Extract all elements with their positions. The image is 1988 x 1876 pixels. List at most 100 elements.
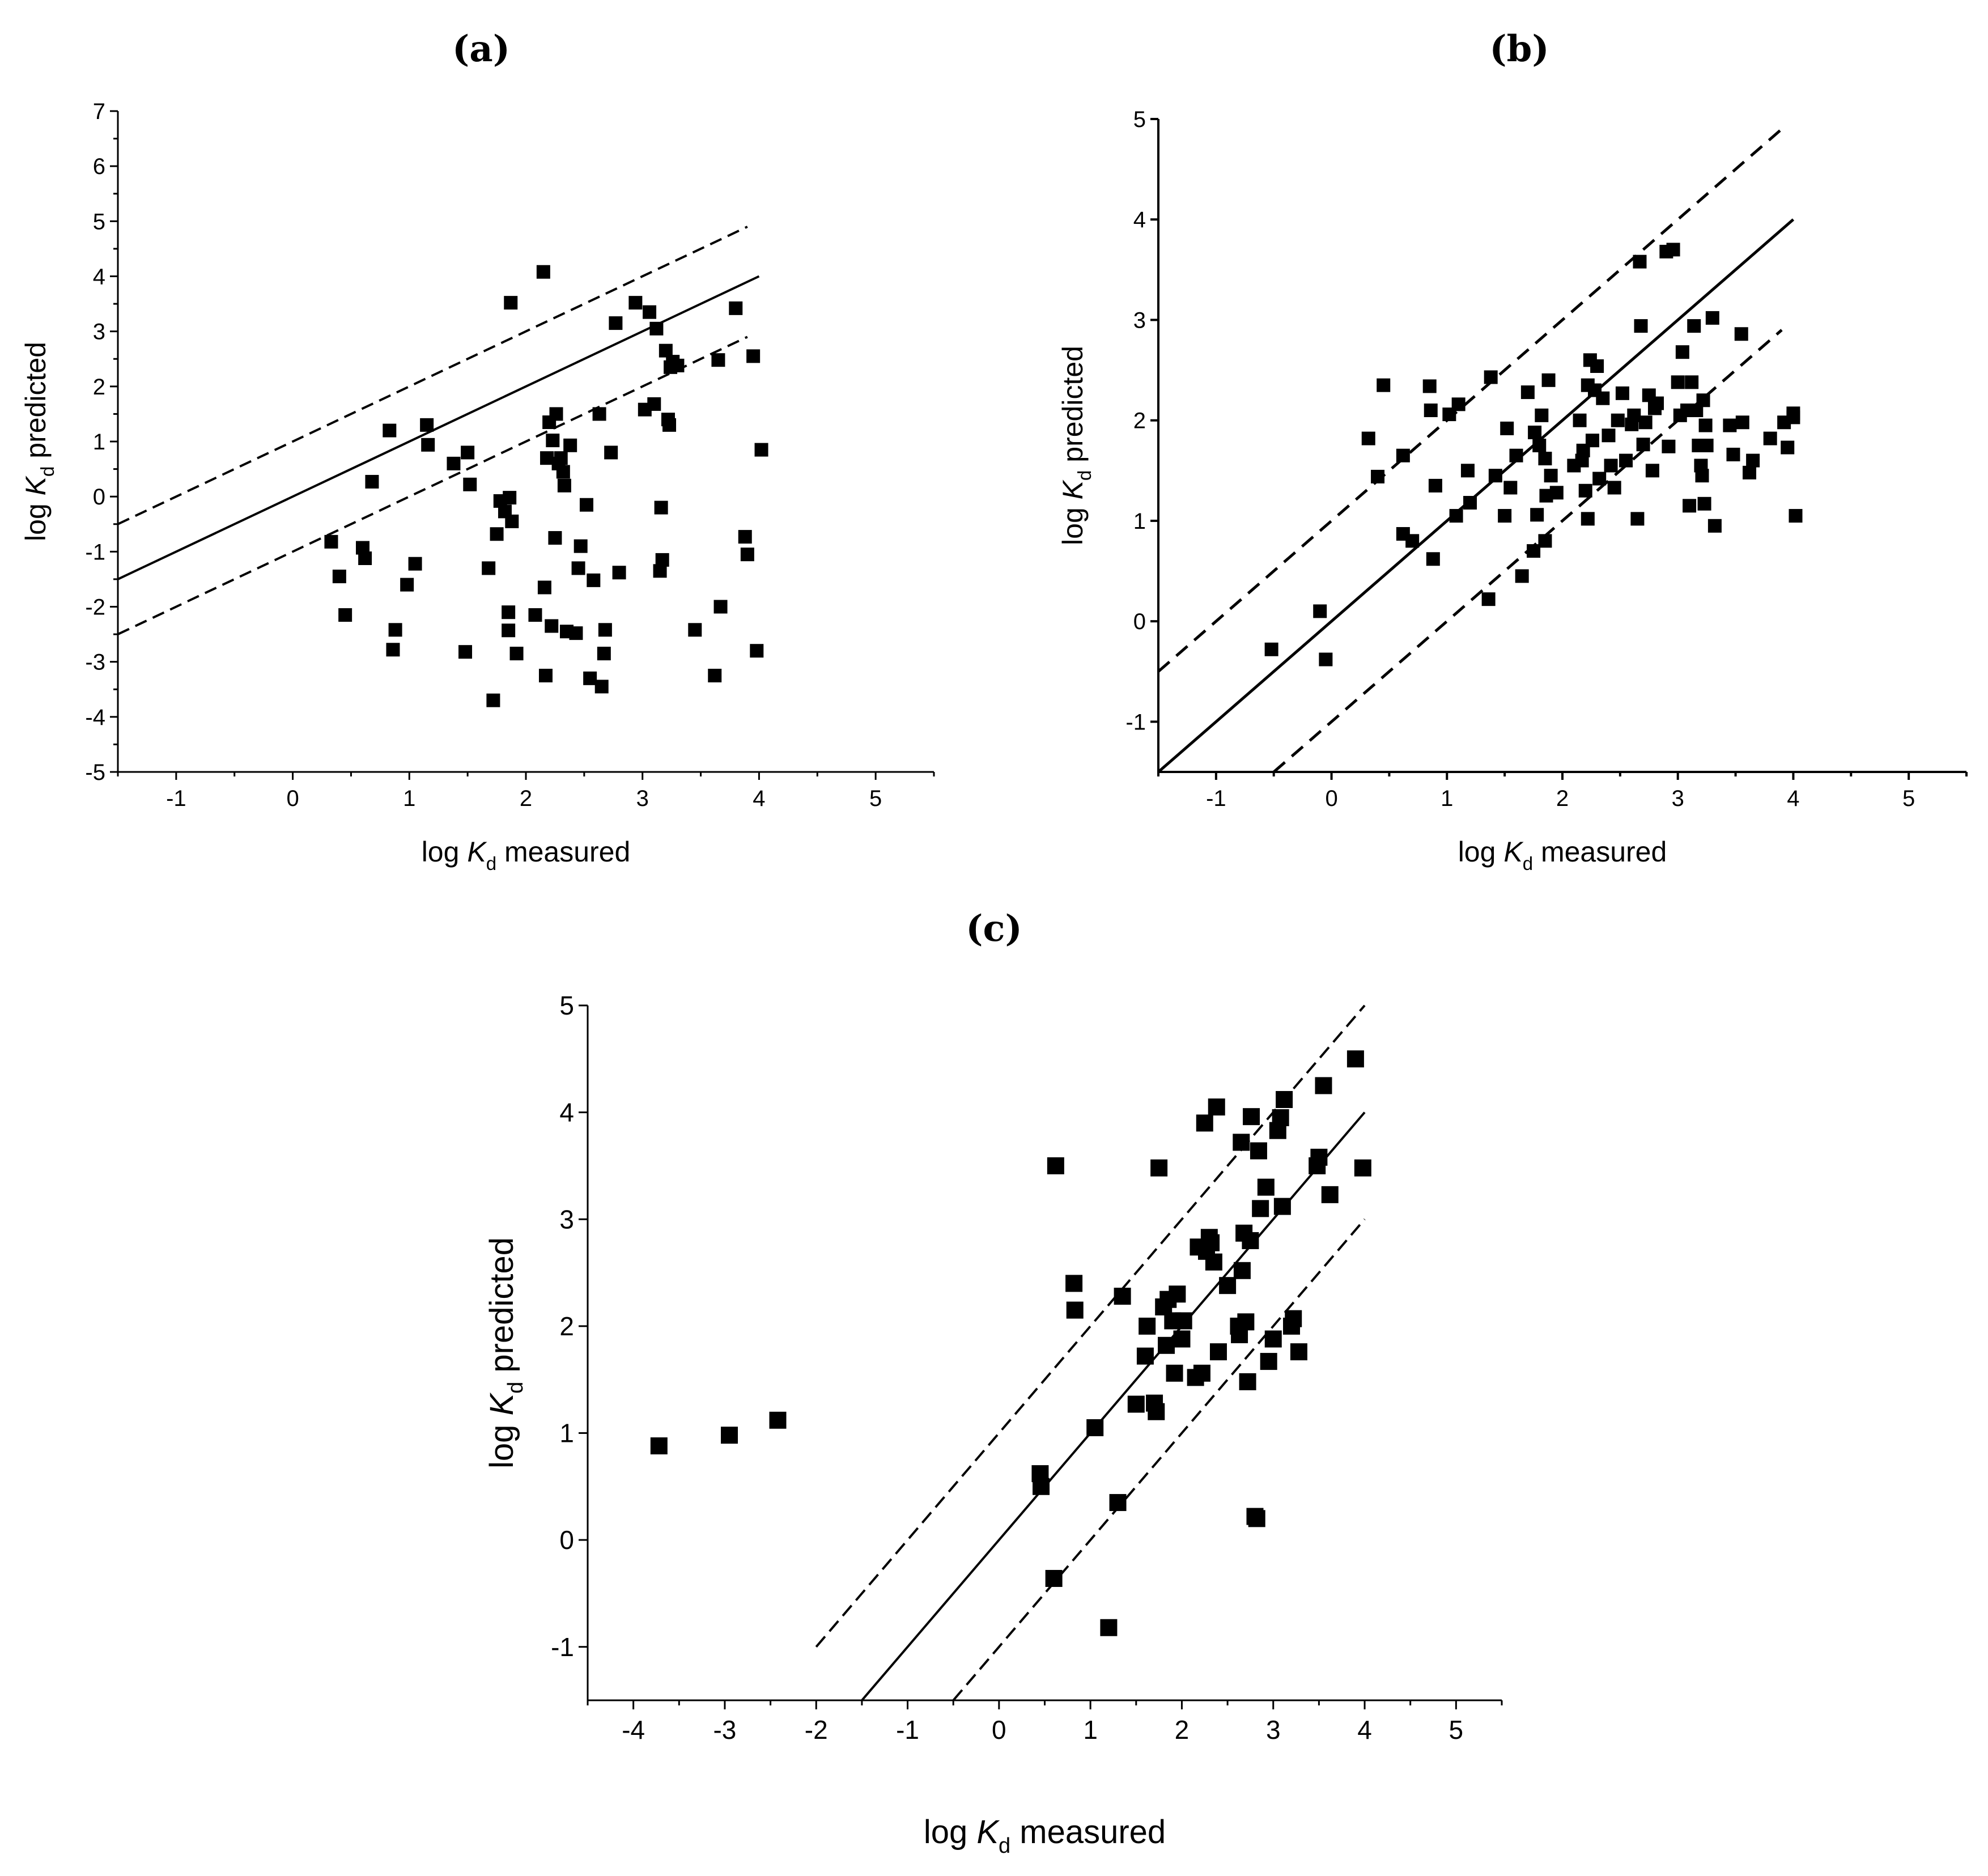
panel-a-y-tick-label: 2 — [93, 375, 105, 400]
panel-a-data-point — [628, 296, 643, 310]
panel-c-x-tick-label: -4 — [622, 1715, 645, 1745]
panel-b-y-axis-title: log Kd predicted — [1057, 346, 1095, 545]
panel-b-data-point — [1636, 438, 1650, 452]
panel-b-x-tick-label: -1 — [1206, 786, 1226, 811]
panel-a-data-point — [598, 623, 612, 637]
panel-b-y-tick-label: 4 — [1133, 207, 1146, 232]
panel-a-data-point — [597, 647, 611, 661]
panel-a-data-point — [569, 626, 583, 640]
panel-a-data-point — [746, 349, 761, 363]
panel-c-data-point — [1243, 1108, 1260, 1126]
panel-b-data-point — [1675, 345, 1689, 359]
panel-a-data-point — [574, 539, 588, 553]
panel-b-data-point — [1361, 431, 1375, 445]
panel-c-x-tick-label: 2 — [1175, 1715, 1190, 1745]
panel-b-data-point — [1697, 496, 1711, 511]
panel-a-data-point — [557, 478, 571, 493]
panel-a-data-point — [447, 456, 461, 470]
panel-b-data-point — [1484, 370, 1498, 384]
panel-b-x-tick-label: 0 — [1325, 786, 1337, 811]
panel-b-y-tick-label: -1 — [1125, 710, 1146, 735]
panel-c-y-tick-label: 2 — [559, 1311, 574, 1341]
panel-a-data-point — [545, 619, 559, 633]
panel-a-letter: (a) — [452, 28, 510, 70]
panel-a-data-point — [649, 321, 664, 336]
panel-b-data-point — [1671, 375, 1685, 389]
panel-c-data-point — [1203, 1234, 1220, 1251]
panel-a-data-point — [654, 500, 668, 515]
panel-c-data-point — [721, 1427, 738, 1444]
panel-c-x-tick-label: -1 — [896, 1715, 919, 1745]
panel-c-data-point — [1233, 1262, 1251, 1279]
panel-c-y-tick-label: 0 — [559, 1525, 574, 1555]
panel-a-x-tick-label: 1 — [403, 786, 415, 811]
panel-a-data-point — [548, 531, 562, 545]
panel-c-data-point — [1196, 1114, 1213, 1132]
panel-b-data-point — [1634, 319, 1648, 333]
panel-a-bound-line — [117, 226, 748, 525]
panel-c-data-point — [1260, 1353, 1277, 1370]
panel-a-data-point — [729, 301, 743, 315]
panel-b-x-tick-label: 4 — [1787, 786, 1799, 811]
panel-b-data-point — [1527, 544, 1541, 558]
panel-c-x-tick-label: 5 — [1449, 1715, 1464, 1745]
panel-b-data-point — [1463, 496, 1477, 510]
panel-c-y-axis-title: log Kd predicted — [483, 1237, 528, 1468]
panel-a-data-point — [463, 477, 477, 491]
panel-a-x-tick-label: 2 — [520, 786, 532, 811]
panel-c-data-point — [1290, 1343, 1307, 1361]
panel-b-data-point — [1698, 418, 1713, 432]
panel-c-data-point — [1257, 1178, 1275, 1196]
panel-a-bound-line — [117, 336, 748, 635]
panel-c-data-point — [1248, 1510, 1265, 1527]
panel-c-y-tick-label: 3 — [559, 1204, 574, 1234]
panel-c-x-axis-title: log Kd measured — [924, 1814, 1166, 1858]
panel-a-data-point — [537, 580, 551, 595]
panel-b-data-point — [1422, 379, 1437, 393]
panel-a-data-point — [655, 553, 669, 567]
panel-c-x-tick-label: 1 — [1083, 1715, 1098, 1745]
panel-c-data-point — [1242, 1232, 1259, 1249]
panel-b-data-point — [1515, 569, 1529, 583]
panel-a-x-tick-label: 3 — [636, 786, 649, 811]
panel-b-data-point — [1451, 397, 1465, 411]
panel-c-data-point — [1208, 1098, 1225, 1116]
panel-a: (a) -1 0 1 2 3 4 5 -5 -4 -3 -2 -1 0 1 2 3 4 5 6 7 log Kd mea… — [20, 28, 935, 874]
panel-a-data-point — [332, 570, 346, 584]
panel-b-data-point — [1500, 421, 1514, 435]
panel-a-data-point — [502, 623, 516, 638]
panel-b-data-point — [1596, 391, 1610, 405]
panel-c-y-tick-label: -1 — [551, 1632, 574, 1662]
panel-a-y-tick-label: 3 — [93, 320, 105, 345]
panel-b-data-point — [1763, 431, 1777, 445]
panel-b-data-point — [1405, 534, 1420, 548]
panel-a-data-point — [662, 418, 677, 432]
panel-a-data-point — [504, 296, 518, 310]
panel-a-data-point — [482, 561, 496, 575]
panel-b-bound-line — [1157, 128, 1783, 673]
panel-a-y-tick-label: 6 — [93, 154, 105, 179]
panel-c-data-point — [1252, 1200, 1269, 1217]
panel-c-data-point — [1150, 1159, 1168, 1177]
panel-c-data-point — [1219, 1277, 1237, 1294]
panel-b-data-point — [1503, 481, 1518, 495]
panel-b-data-point — [1734, 327, 1748, 341]
panel-b-data-point — [1638, 415, 1653, 430]
panel-a-data-point — [647, 397, 661, 411]
panel-c-data-point — [1233, 1134, 1250, 1151]
panel-a-data-point — [503, 491, 517, 505]
panel-b-data-point — [1538, 452, 1552, 466]
panel-b-data-point — [1319, 652, 1333, 667]
panel-c-data-point — [1065, 1275, 1083, 1292]
panel-b-data-point — [1707, 519, 1722, 533]
panel-a-y-tick-label: 7 — [93, 99, 105, 124]
panel-b-data-point — [1786, 410, 1800, 425]
panel-c-y-tick-label: 4 — [559, 1098, 574, 1127]
panel-c-data-point — [1100, 1619, 1118, 1636]
panel-b-data-point — [1726, 447, 1740, 461]
panel-a-data-point — [546, 434, 560, 448]
panel-a-data-point — [458, 645, 473, 659]
panel-b-data-point — [1666, 243, 1680, 257]
panel-b-data-point — [1578, 483, 1592, 498]
panel-a-data-point — [612, 566, 626, 580]
